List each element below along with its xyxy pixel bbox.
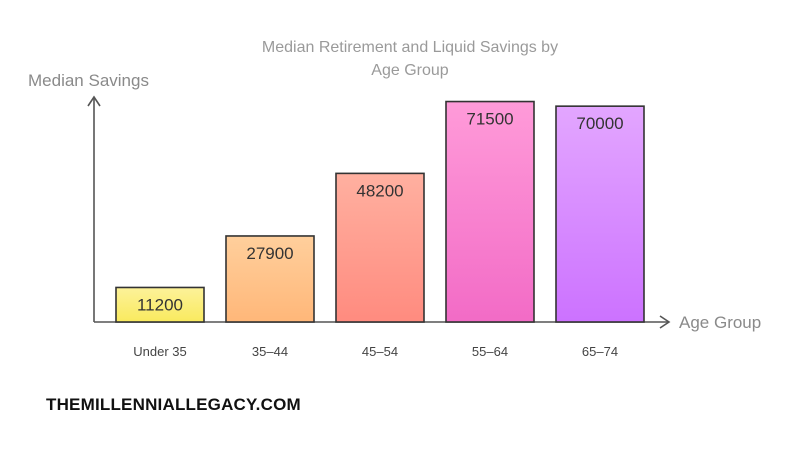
bar-3: [335, 172, 425, 323]
y-axis: [87, 95, 101, 322]
bar-value-label-5: 70000: [576, 114, 623, 133]
x-tick-label-2: 35–44: [252, 344, 288, 359]
y-axis-label: Median Savings: [28, 71, 149, 90]
bar-4: [445, 100, 535, 323]
site-watermark: THEMILLENNIALLEGACY.COM: [46, 395, 301, 414]
bar-5: [555, 105, 645, 323]
value-labels: 11200 27900 48200 71500 70000: [137, 110, 624, 315]
x-tick-labels: Under 35 35–44 45–54 55–64 65–74: [133, 344, 618, 359]
bar-1: [115, 286, 205, 323]
bar-2: [225, 235, 315, 323]
chart-title-line-1: Median Retirement and Liquid Savings by: [262, 39, 558, 56]
bar-value-label-1: 11200: [137, 295, 183, 314]
x-tick-label-5: 65–74: [582, 344, 618, 359]
chart-title: Median Retirement and Liquid Savings by …: [262, 39, 558, 79]
x-axis-label: Age Group: [679, 313, 761, 332]
bars: [115, 100, 645, 323]
bar-value-label-3: 48200: [356, 181, 403, 200]
x-tick-label-1: Under 35: [133, 344, 186, 359]
chart-title-line-2: Age Group: [371, 62, 448, 79]
x-tick-label-4: 55–64: [472, 344, 508, 359]
bar-value-label-4: 71500: [466, 110, 513, 129]
x-tick-label-3: 45–54: [362, 344, 398, 359]
bar-value-label-2: 27900: [246, 244, 293, 263]
